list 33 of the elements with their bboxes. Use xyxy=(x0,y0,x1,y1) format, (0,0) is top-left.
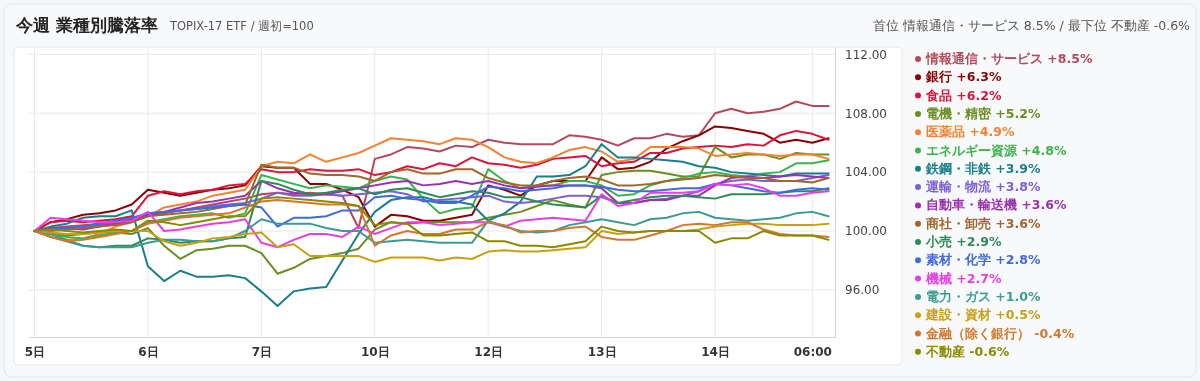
y-tick-label: 96.00 xyxy=(845,283,880,298)
legend-label: 小売 +2.9% xyxy=(925,234,1002,249)
x-tick-label: 12日 xyxy=(474,344,504,359)
y-tick-label: 104.00 xyxy=(845,165,887,180)
chart-title: 今週 業種別騰落率 xyxy=(15,15,158,35)
legend-label: 食品 +6.2% xyxy=(925,87,1002,103)
x-tick-label: 10日 xyxy=(360,344,390,359)
legend-label: 金融（除く銀行） -0.4% xyxy=(925,325,1075,341)
chart-subtitle: TOPIX-17 ETF / 週初=100 xyxy=(168,19,314,33)
y-tick-label: 112.00 xyxy=(845,47,887,62)
legend-label: 鉄鋼・非鉄 +3.9% xyxy=(925,160,1041,176)
legend-label: 運輸・物流 +3.8% xyxy=(925,179,1041,195)
legend-label: 不動産 -0.6% xyxy=(925,343,1010,359)
y-tick-label: 100.00 xyxy=(845,224,887,239)
legend-label: 情報通信・サービス +8.5% xyxy=(925,51,1093,66)
legend-label: 素材・化学 +2.8% xyxy=(926,252,1041,268)
x-tick-label: 06:00 xyxy=(793,344,832,359)
x-tick-label: 7日 xyxy=(251,344,273,359)
x-tick-label: 14日 xyxy=(701,344,730,359)
legend-label: 自動車・輸送機 +3.6% xyxy=(926,197,1067,213)
legend-label: 機械 +2.7% xyxy=(925,270,1002,286)
legend-label: 商社・卸売 +3.6% xyxy=(925,215,1041,231)
y-tick-label: 108.00 xyxy=(845,106,887,121)
legend-label: 電力・ガス +1.0% xyxy=(926,288,1041,304)
legend-label: エネルギー資源 +4.8% xyxy=(926,142,1067,158)
x-tick-label: 13日 xyxy=(587,344,617,359)
x-tick-label: 6日 xyxy=(138,344,159,359)
legend-label: 電機・精密 +5.2% xyxy=(926,105,1041,121)
legend-label: 医薬品 +4.9% xyxy=(926,124,1015,140)
legend-label: 建設・資材 +0.5% xyxy=(925,307,1041,323)
text: 首位 情報通信・サービス 8.5% / 最下位 不動産 -0.6% xyxy=(872,18,1191,33)
x-tick-label: 5日 xyxy=(24,344,46,359)
legend-label: 銀行 +6.3% xyxy=(925,69,1002,85)
